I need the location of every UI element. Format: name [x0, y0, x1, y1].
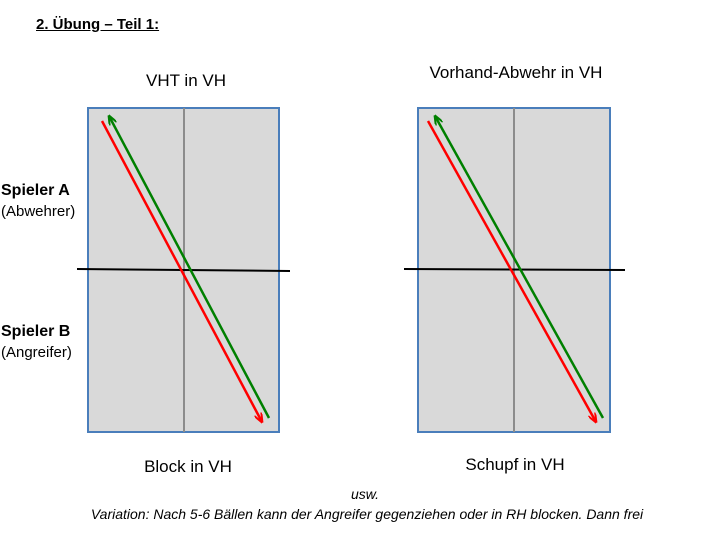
diagram-2-top-label: Vorhand-Abwehr in VH	[429, 63, 603, 82]
exercise-heading: 2. Übung – Teil 1:	[36, 16, 160, 33]
player-b-name: Spieler B	[1, 323, 71, 340]
table-2-green-arrow	[435, 116, 605, 419]
table-2-red-arrow	[426, 120, 596, 422]
table-2-net	[403, 268, 626, 271]
diagram-1-bottom-label: Block in VH	[144, 457, 232, 476]
player-a-role: (Abwehrer)	[1, 203, 76, 220]
player-b-role: (Angreifer)	[1, 344, 72, 361]
footer-usw: usw.	[350, 486, 379, 502]
table-diagram-1	[76, 107, 291, 433]
diagram-2-bottom-label: Schupf in VH	[465, 455, 565, 474]
diagram-1-top-label: VHT in VH	[146, 71, 226, 90]
footer-variation: Variation: Nach 5-6 Bällen kann der Angr…	[90, 506, 644, 522]
table-1-net	[76, 268, 291, 272]
table-1-green-arrow	[109, 116, 271, 419]
table-diagram-2	[403, 107, 626, 433]
player-a-name: Spieler A	[1, 182, 70, 199]
table-1-red-arrow	[100, 120, 262, 422]
